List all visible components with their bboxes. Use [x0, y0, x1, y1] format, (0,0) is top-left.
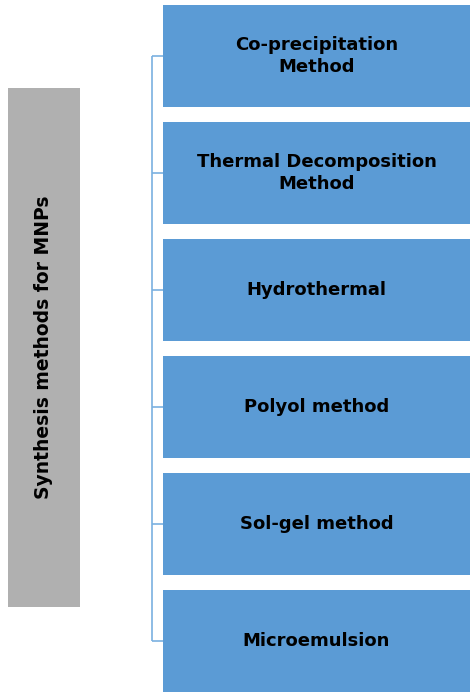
Text: Sol-gel method: Sol-gel method: [240, 515, 393, 533]
FancyBboxPatch shape: [163, 5, 470, 107]
FancyBboxPatch shape: [163, 473, 470, 575]
Text: Co-precipitation
Method: Co-precipitation Method: [235, 36, 398, 76]
Text: Synthesis methods for MNPs: Synthesis methods for MNPs: [35, 196, 54, 499]
FancyBboxPatch shape: [163, 239, 470, 341]
Text: Polyol method: Polyol method: [244, 398, 389, 416]
Text: Microemulsion: Microemulsion: [243, 632, 390, 650]
Text: Hydrothermal: Hydrothermal: [246, 281, 386, 299]
FancyBboxPatch shape: [163, 356, 470, 458]
FancyBboxPatch shape: [8, 88, 80, 607]
Text: Thermal Decomposition
Method: Thermal Decomposition Method: [197, 153, 437, 193]
FancyBboxPatch shape: [163, 590, 470, 692]
FancyBboxPatch shape: [163, 122, 470, 224]
